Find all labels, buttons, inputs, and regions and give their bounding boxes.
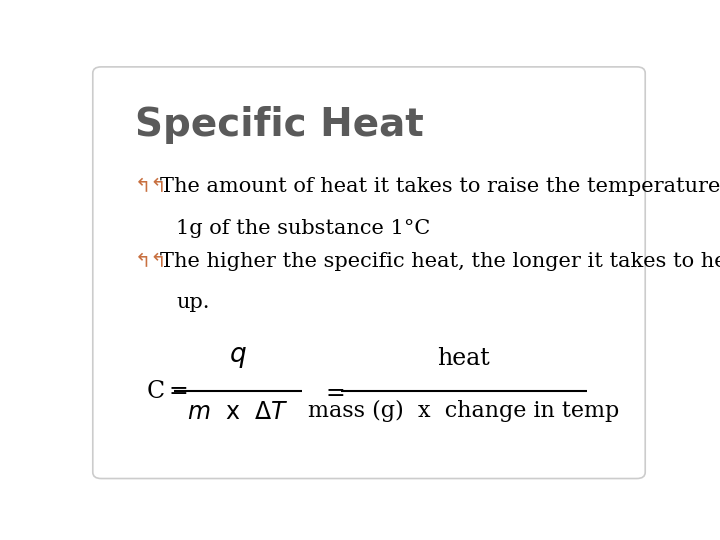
Text: $\mathregular{C} =$: $\mathregular{C} =$ <box>145 380 188 403</box>
Text: $=$: $=$ <box>321 379 345 403</box>
FancyBboxPatch shape <box>93 67 645 478</box>
Text: Specific Heat: Specific Heat <box>135 106 423 144</box>
Text: The higher the specific heat, the longer it takes to heat: The higher the specific heat, the longer… <box>160 252 720 271</box>
Text: The amount of heat it takes to raise the temperature of: The amount of heat it takes to raise the… <box>160 177 720 196</box>
Text: heat: heat <box>438 347 490 370</box>
Text: $m$  x  $\Delta T$: $m$ x $\Delta T$ <box>187 400 289 423</box>
Text: up.: up. <box>176 293 210 313</box>
Text: ↰↰: ↰↰ <box>135 252 167 271</box>
Text: mass (g)  x  change in temp: mass (g) x change in temp <box>308 400 619 422</box>
Text: ↰↰: ↰↰ <box>135 177 167 196</box>
Text: $q$: $q$ <box>229 345 247 370</box>
Text: 1g of the substance 1°C: 1g of the substance 1°C <box>176 219 431 238</box>
